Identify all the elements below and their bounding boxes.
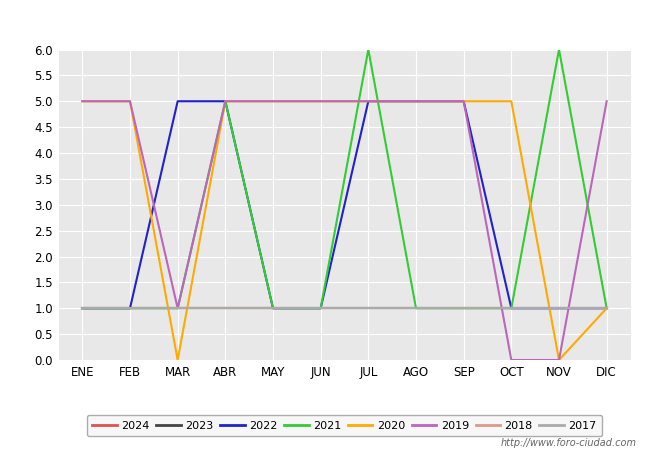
Text: http://www.foro-ciudad.com: http://www.foro-ciudad.com	[501, 438, 637, 448]
Legend: 2024, 2023, 2022, 2021, 2020, 2019, 2018, 2017: 2024, 2023, 2022, 2021, 2020, 2019, 2018…	[87, 415, 602, 436]
Text: Afiliados en Almohaja a 31/5/2024: Afiliados en Almohaja a 31/5/2024	[183, 11, 467, 29]
